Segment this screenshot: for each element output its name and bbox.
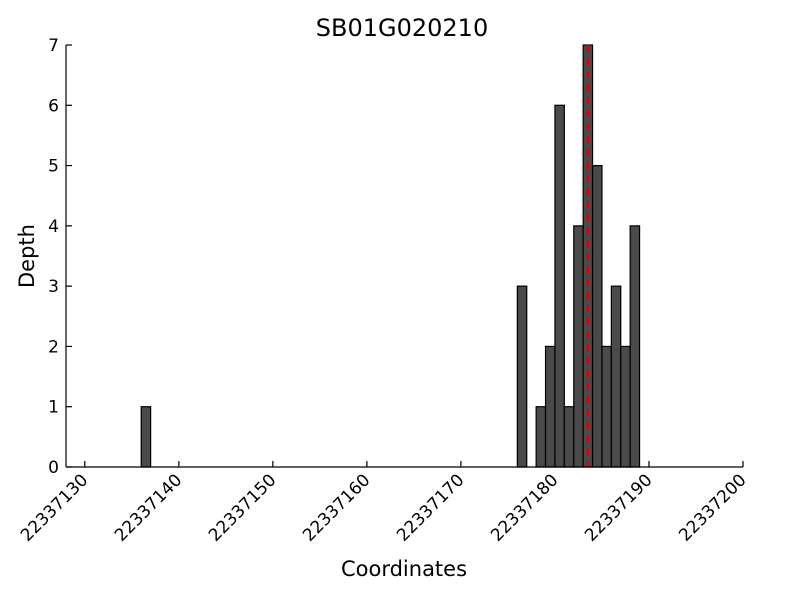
y-axis-label: Depth [15, 224, 39, 288]
bar-1 [516, 285, 528, 468]
bar-2 [535, 406, 547, 468]
y-tick-label: 0 [48, 458, 59, 478]
bar-5 [563, 406, 575, 468]
bars-group [140, 44, 641, 468]
x-tick-label: 22337130 [17, 470, 92, 545]
x-tick-label: 22337150 [205, 470, 280, 545]
bar-11 [620, 345, 631, 468]
x-tick-label: 22337190 [581, 470, 656, 545]
y-tick-label: 6 [48, 96, 59, 116]
bar-3 [544, 345, 556, 468]
bar-10 [610, 285, 622, 468]
ticks-group: 0 1 2 3 4 5 6 7 22337130 22337140 22337150 22337160… [17, 36, 751, 546]
x-axis-label: Coordinates [341, 557, 467, 581]
bar-0 [140, 406, 152, 468]
y-tick-label: 3 [48, 277, 59, 297]
chart-title: SB01G020210 [316, 14, 488, 42]
x-tick-label: 22337160 [299, 470, 374, 545]
bar-6 [573, 225, 584, 468]
x-tick-label: 22337180 [487, 470, 562, 545]
x-tick-label: 22337140 [111, 470, 186, 545]
x-tick-label: 22337200 [675, 470, 750, 545]
bar-12 [629, 225, 641, 468]
x-tick-label: 22337170 [393, 470, 468, 545]
bar-8 [591, 164, 603, 468]
y-tick-label: 4 [48, 217, 59, 237]
y-tick-label: 1 [48, 398, 59, 418]
bar-9 [601, 345, 612, 468]
y-tick-label: 2 [48, 337, 59, 357]
y-tick-label: 7 [48, 36, 59, 56]
axes-group [65, 45, 743, 468]
bar-4 [554, 104, 565, 468]
y-tick-label: 5 [48, 157, 59, 177]
